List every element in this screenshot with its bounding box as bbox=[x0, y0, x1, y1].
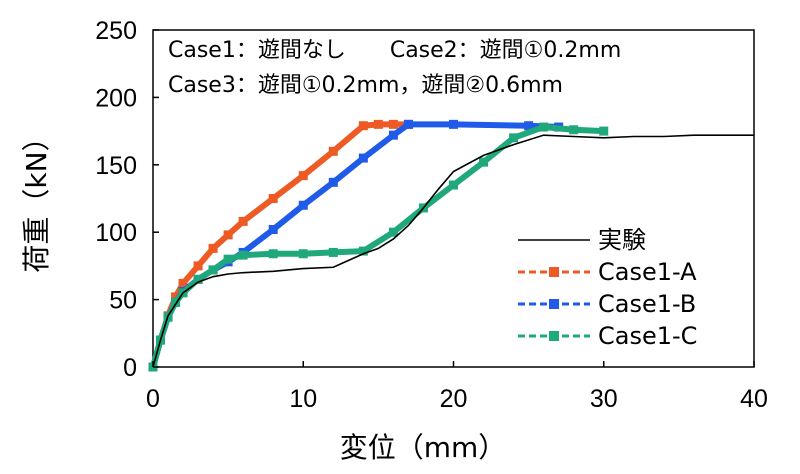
x-tick-label: 10 bbox=[289, 385, 317, 413]
series-line bbox=[150, 124, 604, 368]
data-point bbox=[328, 146, 338, 156]
note-line-1: Case1：遊間なし Case2：遊間①0.2mm bbox=[168, 38, 621, 63]
data-point bbox=[193, 261, 203, 271]
data-point bbox=[569, 125, 579, 135]
data-point bbox=[373, 119, 383, 129]
data-point bbox=[193, 274, 203, 284]
data-point bbox=[358, 246, 368, 256]
data-point bbox=[208, 265, 218, 275]
legend-marker bbox=[549, 299, 559, 309]
data-point bbox=[388, 130, 398, 140]
y-tick-label: 0 bbox=[123, 354, 137, 382]
y-axis-ticks: 0 50 100 150 200 250 bbox=[95, 17, 159, 382]
legend-marker bbox=[549, 267, 559, 277]
series-layer bbox=[148, 119, 754, 372]
legend-label: Case1-B bbox=[598, 290, 696, 318]
x-tick-label: 40 bbox=[740, 385, 768, 413]
legend: 実験 Case1-A Case1-B Case1-C bbox=[518, 226, 697, 350]
y-tick-label: 150 bbox=[95, 152, 137, 180]
data-point bbox=[479, 157, 489, 167]
data-point bbox=[449, 119, 458, 129]
data-point bbox=[171, 292, 181, 302]
data-point bbox=[358, 121, 368, 131]
data-point bbox=[178, 278, 188, 288]
legend-label: Case1-A bbox=[598, 258, 697, 286]
data-point bbox=[238, 216, 248, 226]
data-point bbox=[328, 177, 338, 187]
data-point bbox=[403, 119, 413, 129]
x-tick-label: 30 bbox=[590, 385, 618, 413]
x-axis-title: 変位（mm） bbox=[340, 431, 507, 464]
data-point bbox=[223, 230, 233, 240]
x-axis-ticks: 0 10 20 30 40 bbox=[146, 361, 768, 413]
data-point bbox=[208, 243, 218, 253]
note-line-2: Case3：遊間①0.2mm，遊間②0.6mm bbox=[168, 73, 563, 98]
legend-item: Case1-B bbox=[518, 290, 696, 318]
data-point bbox=[388, 119, 398, 129]
data-point bbox=[539, 122, 549, 132]
y-tick-label: 50 bbox=[109, 287, 137, 315]
y-tick-label: 250 bbox=[95, 17, 137, 45]
legend-label: Case1-C bbox=[598, 322, 697, 350]
data-point bbox=[171, 297, 181, 307]
series-line bbox=[152, 134, 754, 368]
data-point bbox=[268, 194, 278, 203]
data-point bbox=[599, 126, 609, 136]
y-axis-title: 荷重（kN） bbox=[20, 123, 53, 272]
series-実験 bbox=[152, 134, 754, 368]
legend-item: Case1-C bbox=[518, 322, 697, 350]
data-point bbox=[238, 250, 248, 260]
data-point bbox=[524, 121, 534, 131]
legend-marker bbox=[549, 331, 559, 341]
data-point bbox=[298, 171, 308, 181]
data-point bbox=[298, 200, 308, 210]
data-point bbox=[268, 249, 278, 259]
data-point bbox=[509, 133, 519, 143]
data-point bbox=[388, 227, 398, 237]
data-point bbox=[298, 249, 308, 259]
x-tick-label: 0 bbox=[146, 385, 160, 413]
data-point bbox=[358, 153, 368, 163]
legend-item: Case1-A bbox=[518, 258, 697, 286]
data-point bbox=[223, 254, 233, 264]
x-tick-label: 20 bbox=[440, 385, 468, 413]
y-tick-label: 200 bbox=[95, 84, 137, 112]
legend-item: 実験 bbox=[518, 226, 646, 254]
data-point bbox=[449, 180, 458, 190]
data-point bbox=[268, 225, 278, 235]
y-tick-label: 100 bbox=[95, 219, 137, 247]
legend-label: 実験 bbox=[598, 226, 646, 254]
data-point bbox=[328, 247, 338, 257]
